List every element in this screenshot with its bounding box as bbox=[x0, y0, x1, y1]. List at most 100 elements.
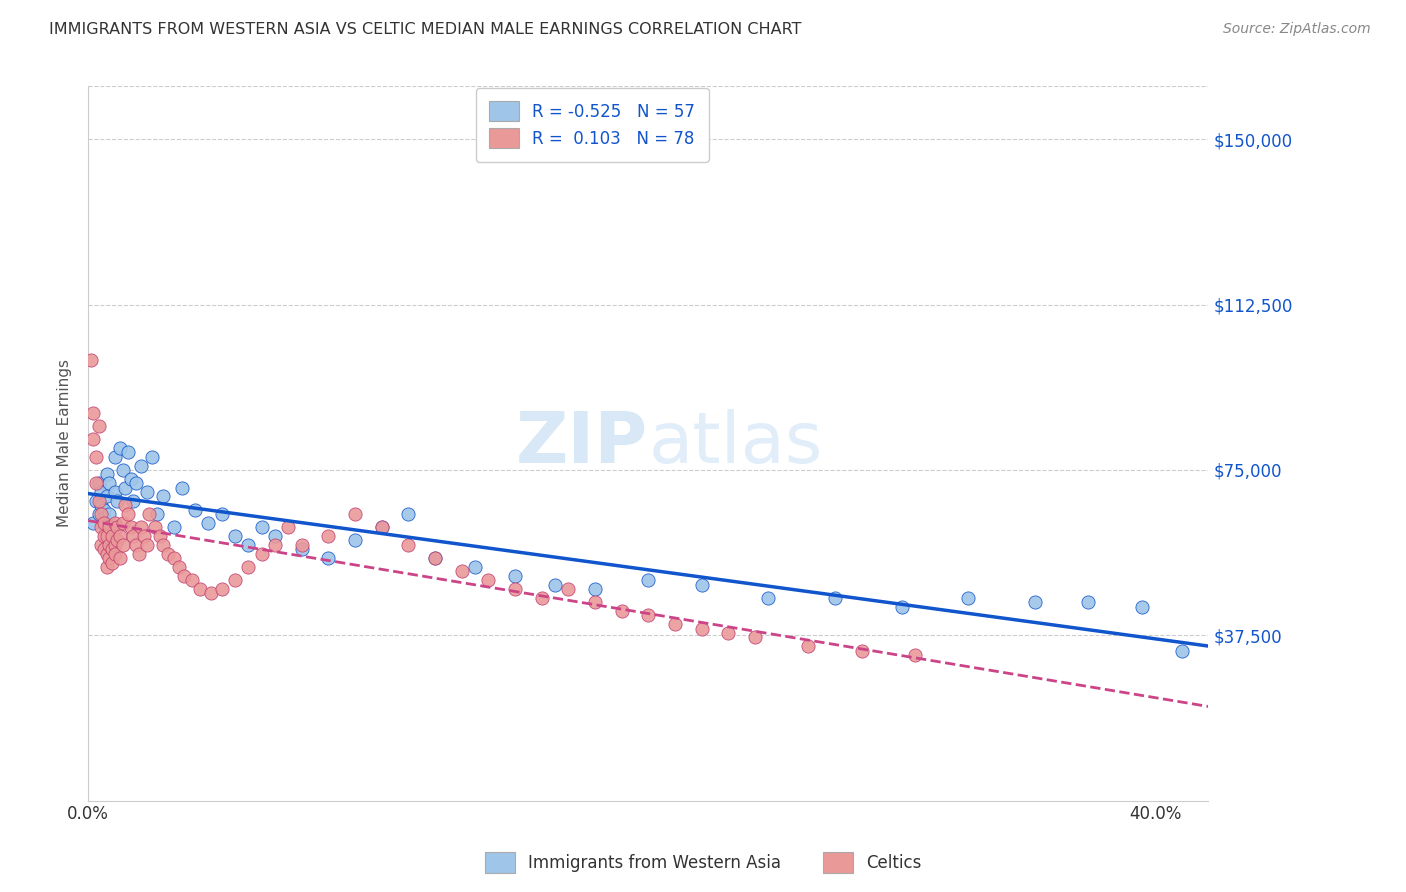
Text: atlas: atlas bbox=[648, 409, 823, 478]
Point bbox=[181, 573, 204, 587]
Point bbox=[557, 582, 579, 596]
Point bbox=[93, 516, 115, 530]
Point bbox=[904, 648, 927, 662]
Point bbox=[96, 489, 118, 503]
Point bbox=[114, 481, 136, 495]
Point bbox=[108, 441, 131, 455]
Point bbox=[90, 538, 112, 552]
Point bbox=[84, 476, 107, 491]
Point bbox=[104, 485, 127, 500]
Point bbox=[149, 529, 172, 543]
Point bbox=[637, 573, 659, 587]
Point bbox=[107, 520, 129, 534]
Text: Source: ZipAtlas.com: Source: ZipAtlas.com bbox=[1223, 22, 1371, 37]
Point bbox=[101, 529, 124, 543]
Point bbox=[263, 538, 285, 552]
Point bbox=[370, 520, 392, 534]
Point bbox=[90, 507, 112, 521]
Point bbox=[146, 507, 169, 521]
Point bbox=[477, 573, 499, 587]
Point bbox=[111, 463, 134, 477]
Point bbox=[104, 450, 127, 464]
Point bbox=[84, 493, 107, 508]
Point bbox=[111, 538, 134, 552]
Point bbox=[98, 520, 121, 534]
Point bbox=[143, 520, 166, 534]
Point bbox=[87, 476, 110, 491]
Point bbox=[90, 498, 112, 512]
Point bbox=[184, 502, 207, 516]
Point bbox=[851, 643, 873, 657]
Point bbox=[1024, 595, 1046, 609]
Point bbox=[104, 516, 127, 530]
Point bbox=[138, 507, 160, 521]
Point bbox=[82, 406, 104, 420]
Point bbox=[87, 493, 110, 508]
Point bbox=[756, 591, 779, 605]
Point bbox=[503, 582, 526, 596]
Point bbox=[610, 604, 633, 618]
Point bbox=[101, 556, 124, 570]
Point bbox=[824, 591, 846, 605]
Point bbox=[170, 481, 193, 495]
Point bbox=[224, 573, 246, 587]
Point bbox=[396, 538, 419, 552]
Point bbox=[96, 560, 118, 574]
Point bbox=[797, 640, 820, 654]
Point bbox=[1130, 599, 1153, 614]
Point bbox=[98, 551, 121, 566]
Point bbox=[93, 511, 115, 525]
Point bbox=[423, 551, 446, 566]
Point bbox=[224, 529, 246, 543]
Point bbox=[122, 493, 145, 508]
Point bbox=[96, 467, 118, 482]
Legend: Immigrants from Western Asia, Celtics: Immigrants from Western Asia, Celtics bbox=[478, 846, 928, 880]
Point bbox=[664, 617, 686, 632]
Point bbox=[316, 551, 339, 566]
Point bbox=[141, 450, 163, 464]
Point bbox=[98, 476, 121, 491]
Point bbox=[290, 542, 312, 557]
Point bbox=[80, 352, 103, 367]
Point bbox=[583, 582, 606, 596]
Point bbox=[583, 595, 606, 609]
Point bbox=[107, 533, 129, 548]
Point bbox=[84, 450, 107, 464]
Point bbox=[96, 529, 118, 543]
Point bbox=[690, 577, 713, 591]
Point bbox=[290, 538, 312, 552]
Point bbox=[120, 520, 142, 534]
Point bbox=[503, 568, 526, 582]
Point bbox=[98, 538, 121, 552]
Point bbox=[197, 516, 219, 530]
Point bbox=[162, 520, 184, 534]
Point bbox=[890, 599, 912, 614]
Point bbox=[250, 547, 273, 561]
Point bbox=[152, 489, 174, 503]
Point bbox=[96, 547, 118, 561]
Point bbox=[122, 529, 145, 543]
Point bbox=[157, 547, 180, 561]
Point bbox=[82, 516, 104, 530]
Point bbox=[464, 560, 486, 574]
Point bbox=[343, 533, 366, 548]
Point bbox=[90, 485, 112, 500]
Point bbox=[423, 551, 446, 566]
Point bbox=[637, 608, 659, 623]
Point bbox=[117, 507, 139, 521]
Point bbox=[108, 551, 131, 566]
Point bbox=[200, 586, 222, 600]
Point bbox=[135, 485, 157, 500]
Point bbox=[90, 520, 112, 534]
Y-axis label: Median Male Earnings: Median Male Earnings bbox=[58, 359, 72, 527]
Legend: R = -0.525   N = 57, R =  0.103   N = 78: R = -0.525 N = 57, R = 0.103 N = 78 bbox=[475, 87, 709, 161]
Point bbox=[173, 568, 195, 582]
Point bbox=[396, 507, 419, 521]
Point bbox=[957, 591, 980, 605]
Point bbox=[1077, 595, 1099, 609]
Point bbox=[690, 622, 713, 636]
Point bbox=[162, 551, 184, 566]
Point bbox=[134, 529, 156, 543]
Point bbox=[188, 582, 211, 596]
Point bbox=[167, 560, 190, 574]
